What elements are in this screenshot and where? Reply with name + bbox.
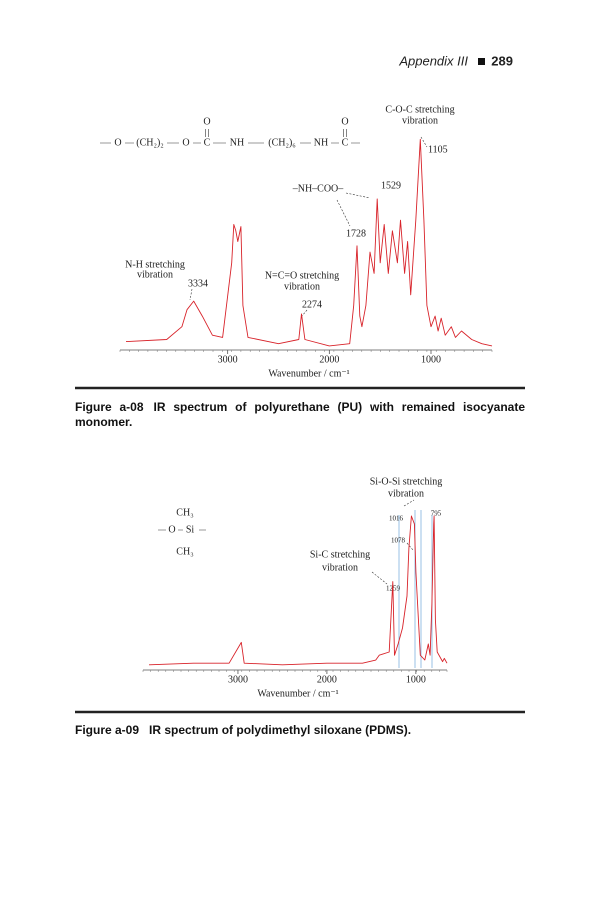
annotation: vibration bbox=[402, 115, 438, 126]
atom: NH bbox=[314, 137, 328, 148]
atom: NH bbox=[230, 137, 244, 148]
caption: Figure a-08 IR spectrum of polyurethane (… bbox=[75, 400, 525, 430]
leader-lines bbox=[371, 499, 415, 585]
annotation: Si-O-Si stretching bbox=[370, 476, 443, 487]
annotation: N=C=O stretching bbox=[265, 270, 339, 281]
annotation: 1728 bbox=[346, 228, 366, 239]
atom: O bbox=[168, 524, 175, 535]
x-tick-label: 2000 bbox=[319, 354, 339, 365]
header-title: Appendix III bbox=[398, 53, 468, 68]
atom: O bbox=[114, 137, 121, 148]
annotations-2: Si-O-Si stretching vibration 1016 795 10… bbox=[310, 476, 442, 668]
reference-lines bbox=[398, 510, 433, 668]
annotation: 2274 bbox=[302, 299, 322, 310]
annotation: 1529 bbox=[381, 180, 401, 191]
annotation: vibration bbox=[137, 269, 173, 280]
atom: Si bbox=[186, 524, 195, 535]
bonds bbox=[100, 129, 360, 144]
annotation: 1016 bbox=[389, 515, 404, 523]
annotation: vibration bbox=[284, 281, 320, 292]
caption-text: IR spectrum of polyurethane (PU) with re… bbox=[75, 400, 525, 429]
annotation: vibration bbox=[388, 488, 424, 499]
atom: C bbox=[342, 137, 349, 148]
x-tick-label: 2000 bbox=[317, 674, 337, 685]
x-tick-label: 3000 bbox=[218, 354, 238, 365]
atom: O bbox=[203, 116, 210, 127]
annotation: N-H stretching bbox=[125, 259, 185, 270]
x-tick-label: 1000 bbox=[406, 674, 426, 685]
annotation: 795 bbox=[431, 510, 442, 518]
atom: (CH₂)₆ bbox=[268, 137, 296, 148]
x-tick-label: 3000 bbox=[228, 674, 248, 685]
leader-lines bbox=[189, 136, 428, 317]
annotation: vibration bbox=[322, 562, 358, 573]
header-square bbox=[478, 58, 485, 65]
spectrum bbox=[148, 515, 448, 666]
structure-1: O (CH₂)₂ O C NH (CH₂)₆ NH C O O bbox=[100, 116, 360, 148]
structure-2: CH₃ O Si CH₃ bbox=[158, 507, 206, 557]
caption-label: Figure a-09 bbox=[75, 723, 140, 737]
caption: Figure a-09 IR spectrum of polydimethyl s… bbox=[75, 723, 525, 738]
annotation: 1078 bbox=[391, 537, 406, 545]
x-tick-label: 1000 bbox=[421, 354, 441, 365]
atom: C bbox=[204, 137, 211, 148]
page-number: 289 bbox=[491, 53, 513, 68]
atom: (CH₂)₂ bbox=[136, 137, 164, 148]
atom: O bbox=[341, 116, 348, 127]
x-axis-label: Wavenumber / cm⁻¹ bbox=[257, 688, 338, 699]
atom: O bbox=[182, 137, 189, 148]
x-axis-label: Wavenumber / cm⁻¹ bbox=[268, 368, 349, 379]
caption-label: Figure a-08 bbox=[75, 400, 144, 414]
spectrum bbox=[125, 138, 493, 347]
annotation: Si-C stretching bbox=[310, 549, 370, 560]
annotations-1: C-O-C stretching vibration 1105 –NH–COO–… bbox=[125, 104, 455, 317]
annotation: 1105 bbox=[428, 144, 448, 155]
annotation: C-O-C stretching bbox=[385, 104, 454, 115]
atom: CH₃ bbox=[176, 507, 193, 518]
annotation: 3334 bbox=[188, 278, 208, 289]
atom: CH₃ bbox=[176, 546, 193, 557]
annotation: –NH–COO– bbox=[292, 183, 345, 194]
caption-text: IR spectrum of polydimethyl siloxane (PD… bbox=[149, 723, 412, 737]
